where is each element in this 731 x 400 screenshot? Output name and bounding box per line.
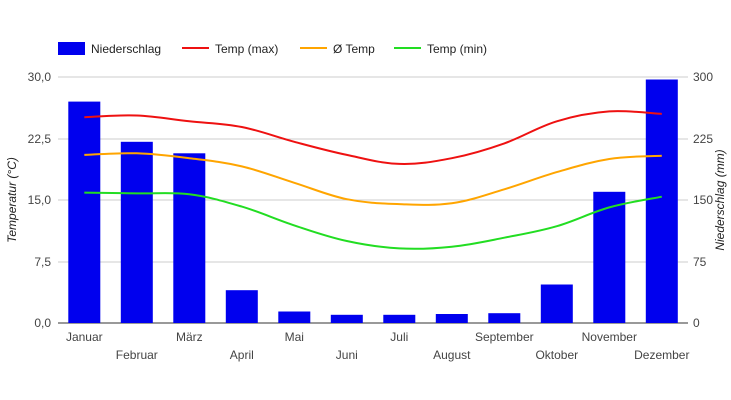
bar-august [435,314,468,323]
right-tick-0: 0 [693,316,700,330]
x-label-mai: Mai [285,330,304,344]
left-tick-1: 7,5 [34,255,51,269]
bar-november [593,191,626,323]
x-label-oktober: Oktober [535,348,578,362]
right-tick-1: 75 [693,255,707,269]
gridlines [58,76,688,324]
x-label-februar: Februar [116,348,158,362]
bar-mai [278,311,311,323]
legend-label-niederschlag: Niederschlag [91,42,161,56]
left-tick-2: 15,0 [28,193,52,207]
legend-label-temp-max: Temp (max) [215,42,278,56]
x-label-juni: Juni [336,348,358,362]
bar-februar [120,141,153,323]
x-label-dezember: Dezember [634,348,689,362]
right-axis-title: Niederschlag (mm) [713,149,727,250]
line-temp-min [84,191,662,250]
line-temp-max [84,110,662,165]
right-tick-3: 225 [693,132,713,146]
precipitation-bars [68,79,678,323]
bar-m-rz [173,153,206,323]
bar-april [225,290,258,323]
left-axis-title: Temperatur (°C) [5,157,19,243]
right-tick-4: 300 [693,70,713,84]
right-axis: 0 75 150 225 300 Niederschlag (mm) [693,70,727,330]
left-tick-3: 22,5 [28,132,52,146]
right-tick-2: 150 [693,193,713,207]
line-avg-temp [84,152,662,206]
x-axis-labels: Januar Februar März April Mai Juni Juli August S… [66,330,690,362]
bar-dezember [645,79,678,323]
legend: Niederschlag Temp (max) Ø Temp Temp (min… [58,42,487,56]
x-label-juli: Juli [390,330,408,344]
x-label-januar: Januar [66,330,103,344]
legend-label-temp-min: Temp (min) [427,42,487,56]
left-tick-0: 0,0 [34,316,51,330]
bar-juni [330,314,363,323]
left-axis: 0,0 7,5 15,0 22,5 30,0 Temperatur (°C) [5,70,51,330]
bar-september [488,313,521,323]
left-tick-4: 30,0 [28,70,52,84]
x-label-november: November [582,330,637,344]
x-label-september: September [475,330,534,344]
legend-label-avg-temp: Ø Temp [333,42,375,56]
x-label-august: August [433,348,471,362]
x-label-m-rz: März [176,330,203,344]
bar-juli [383,314,416,323]
bar-oktober [540,284,573,323]
temperature-lines [84,110,662,250]
legend-swatch-niederschlag [58,42,85,55]
bar-januar [68,101,101,323]
x-label-april: April [230,348,254,362]
